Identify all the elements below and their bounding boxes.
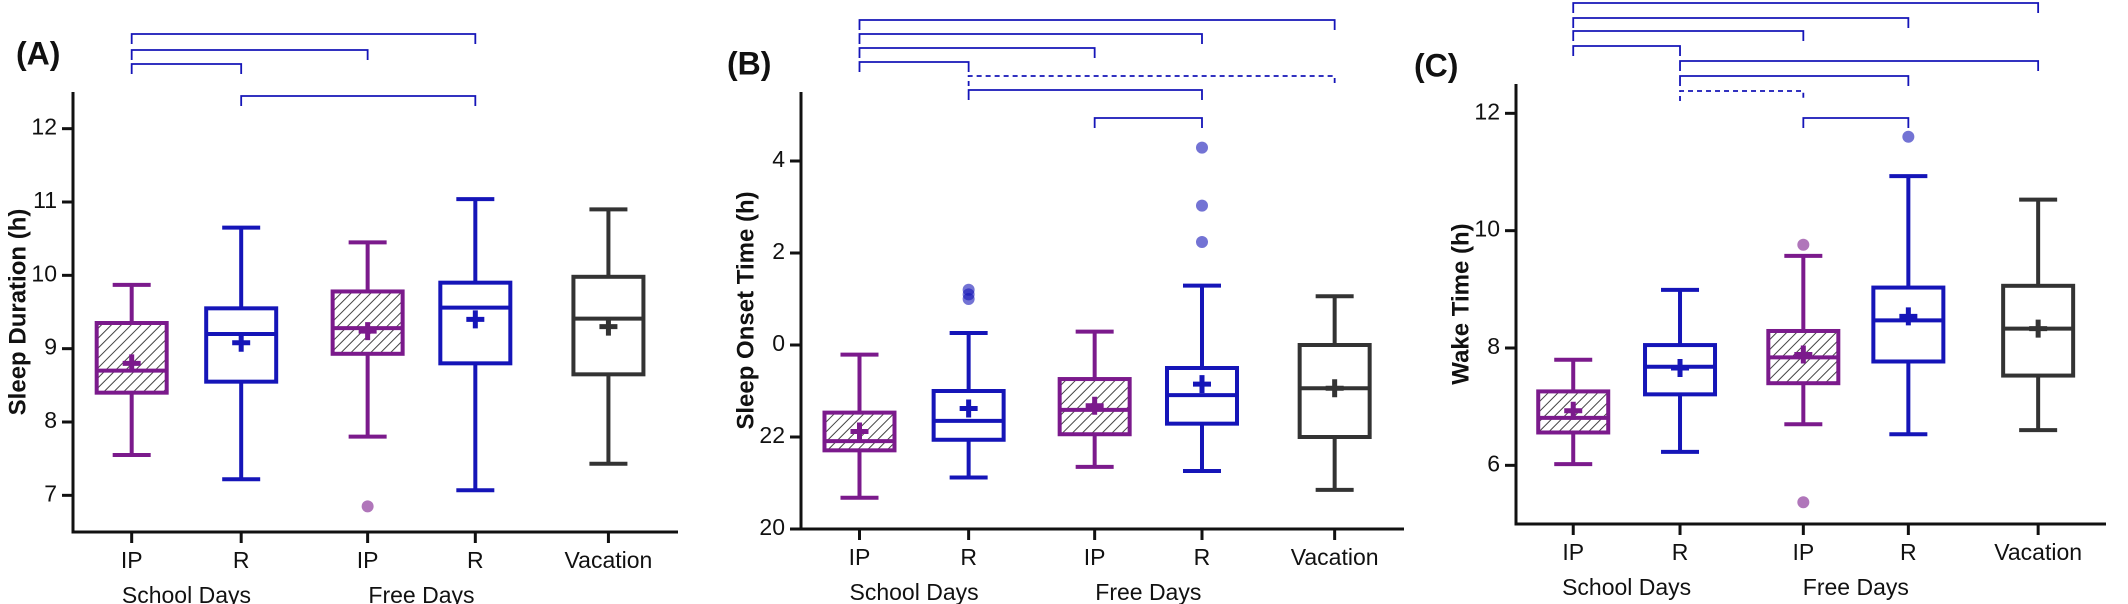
y-tick-label: 7: [44, 480, 57, 506]
y-tick-label: 11: [33, 187, 57, 213]
significance-bracket: [1679, 60, 2040, 71]
x-tick-label: IP: [121, 547, 143, 573]
x-tick-label: IP: [357, 547, 379, 573]
x-tick-label: R: [1900, 539, 1917, 565]
significance-bracket: [858, 61, 970, 72]
significance-bracket: [1679, 75, 1910, 86]
y-tick-label: 6: [1487, 450, 1500, 476]
x-tick-label: R: [1194, 544, 1211, 570]
mean-marker: [1085, 396, 1104, 415]
y-tick-label: 12: [31, 114, 57, 140]
panel-label: (B): [727, 45, 771, 81]
x-tick-label: IP: [1792, 539, 1814, 565]
mean-marker: [1899, 307, 1918, 326]
y-tick-label: 12: [1474, 98, 1500, 124]
outlier: [1195, 235, 1208, 248]
significance-bracket: [858, 33, 1203, 44]
outlier: [361, 500, 374, 513]
x-tick-label: R: [233, 547, 250, 573]
y-tick-label: 10: [1474, 216, 1500, 242]
significance-bracket: [130, 49, 369, 60]
significance-bracket: [858, 47, 1096, 58]
mean-marker: [232, 333, 251, 352]
y-tick-label: 0: [772, 330, 785, 356]
y-tick-label: 2: [772, 238, 785, 264]
outlier: [1797, 496, 1810, 509]
mean-marker: [358, 322, 377, 341]
y-tick-label: 8: [44, 407, 57, 433]
y-axis-label: Sleep Onset Time (h): [732, 191, 759, 429]
group-label: Free Days: [1095, 579, 1201, 604]
y-tick-label: 4: [772, 146, 785, 172]
significance-bracket: [858, 19, 1336, 30]
significance-bracket: [1572, 30, 1805, 41]
outlier: [1195, 199, 1208, 212]
significance-bracket: [130, 63, 243, 74]
panel-label: (C): [1414, 47, 1458, 83]
mean-marker: [2029, 319, 2048, 338]
box: [1057, 377, 1132, 437]
y-tick-label: 8: [1487, 333, 1500, 359]
x-tick-label: Vacation: [1291, 544, 1379, 570]
x-tick-label: IP: [1562, 539, 1584, 565]
group-label: School Days: [1562, 574, 1691, 600]
group-label: Free Days: [368, 582, 474, 604]
y-tick-label: 22: [759, 422, 785, 448]
x-tick-label: R: [467, 547, 484, 573]
x-tick-label: R: [960, 544, 977, 570]
group-label: School Days: [122, 582, 251, 604]
group-label: Free Days: [1803, 574, 1909, 600]
panel-label: (A): [16, 35, 60, 71]
mean-marker: [1564, 401, 1583, 420]
x-tick-label: Vacation: [1994, 539, 2082, 565]
significance-bracket: [130, 33, 477, 44]
mean-marker: [466, 310, 485, 329]
y-tick-label: 9: [44, 334, 57, 360]
y-axis-label: Wake Time (h): [1447, 223, 1474, 384]
significance-bracket: [1802, 117, 1910, 128]
mean-marker: [1192, 375, 1211, 394]
significance-bracket: [1572, 2, 2040, 13]
x-tick-label: Vacation: [565, 547, 653, 573]
mean-marker: [122, 354, 141, 373]
y-tick-label: 20: [759, 514, 785, 540]
mean-marker: [959, 399, 978, 418]
mean-marker: [599, 317, 618, 336]
significance-bracket: [1679, 90, 1805, 101]
mean-marker: [1325, 379, 1344, 398]
box: [1297, 343, 1372, 439]
mean-marker: [1671, 358, 1690, 377]
significance-bracket: [240, 95, 477, 106]
box: [1643, 343, 1718, 397]
outlier: [1902, 130, 1915, 143]
x-tick-label: IP: [1084, 544, 1106, 570]
significance-bracket: [1572, 45, 1681, 56]
outlier: [962, 283, 975, 296]
significance-bracket: [1093, 117, 1203, 128]
mean-marker: [1794, 345, 1813, 364]
outlier: [1797, 238, 1810, 251]
outlier: [1195, 141, 1208, 154]
x-tick-label: IP: [849, 544, 871, 570]
significance-bracket: [967, 89, 1203, 100]
x-tick-label: R: [1672, 539, 1689, 565]
group-label: School Days: [850, 579, 979, 604]
significance-bracket: [1572, 17, 1910, 28]
significance-bracket: [967, 75, 1336, 86]
y-axis-label: Sleep Duration (h): [4, 209, 31, 416]
y-tick-label: 10: [31, 260, 57, 286]
mean-marker: [850, 422, 869, 441]
